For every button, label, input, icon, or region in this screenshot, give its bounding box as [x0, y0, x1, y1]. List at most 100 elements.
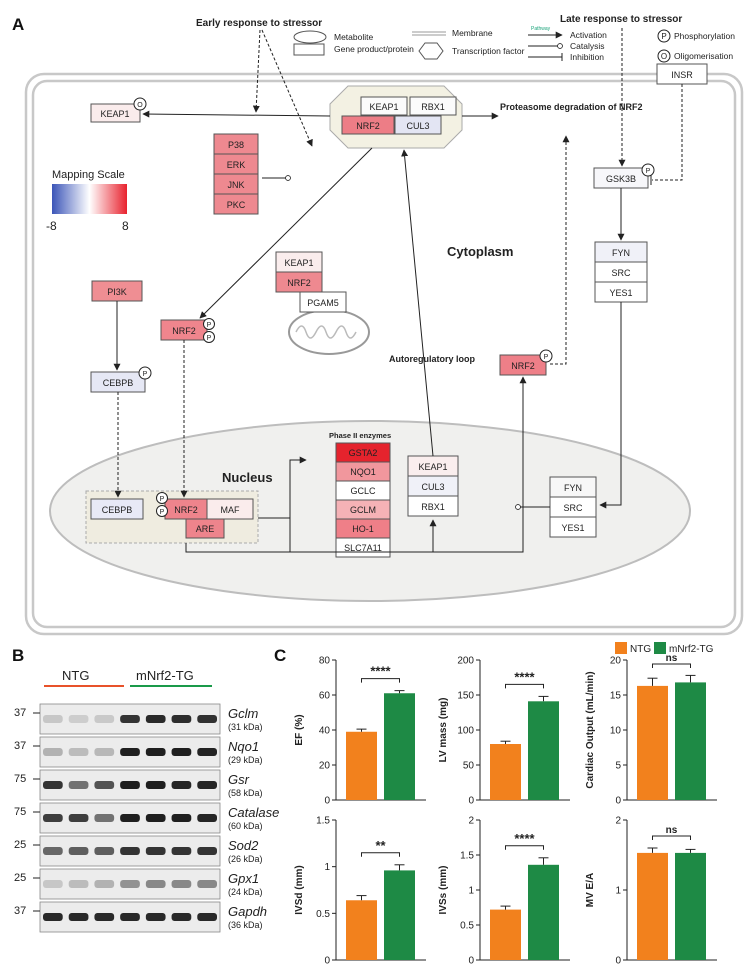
- nuc-cebpb-label: CEBPB: [102, 505, 133, 515]
- blot-band-gsr-3: [94, 781, 115, 789]
- chart-6-bar-mnrf2-tg: [675, 852, 706, 960]
- chart-4-bar-ntg: [346, 900, 377, 960]
- blot-band-gsr-6: [171, 781, 192, 789]
- blot-kda-gsr: (58 kDa): [228, 788, 263, 798]
- chart-3-significance: ns: [666, 653, 678, 664]
- blot-band-gclm-4: [120, 715, 140, 723]
- chart-2-tick-label-1: 50: [463, 761, 475, 772]
- mito-nrf2-box: [275, 271, 323, 293]
- blot-band-catalase-7: [197, 814, 217, 822]
- chart-3-tick-label-2: 10: [610, 726, 622, 737]
- keap1-left-label: KEAP1: [100, 109, 129, 119]
- blot-kda-sod2: (26 kDa): [228, 854, 263, 864]
- blot-band-sod2-6: [171, 847, 192, 855]
- group-tg-label: mNrf2-TG: [136, 668, 194, 683]
- nuc-yes1-label: YES1: [561, 523, 584, 533]
- keap1-complex: KEAP1 RBX1 NRF2 CUL3: [341, 96, 457, 135]
- chart-2-tick-label-0: 0: [468, 796, 474, 807]
- kinase-pkc-label: PKC: [227, 200, 246, 210]
- blot-gene-gapdh: Gapdh: [228, 904, 267, 919]
- chart-4-bar-mnrf2-tg: [384, 870, 415, 960]
- blot-band-gpx1-6: [171, 880, 192, 888]
- blot-marker-nqo1: 37: [14, 740, 26, 752]
- blot-band-catalase-2: [68, 814, 89, 822]
- phosphorylation-legend-symbol: P: [661, 32, 666, 41]
- chart-1-tick-label-0: 0: [324, 796, 330, 807]
- blot-gene-gclm: Gclm: [228, 706, 259, 721]
- western-blot: 37 Gclm(31 kDa) 37 Nqo1(29 kDa) 75 Gsr(58 kDa…: [14, 703, 279, 933]
- catalysis-legend-label: Catalysis: [570, 41, 604, 51]
- blot-band-sod2-4: [120, 847, 140, 855]
- pathway-legend-tag: Pathway: [531, 26, 551, 32]
- blot-gene-nqo1: Nqo1: [228, 739, 259, 754]
- mapping-scale-min: -8: [46, 219, 57, 233]
- complex-keap1-label: KEAP1: [369, 102, 398, 112]
- blot-band-gapdh-7: [197, 913, 217, 921]
- chart-2-significance-bracket: [505, 683, 544, 689]
- insr-label: INSR: [671, 70, 693, 80]
- kinase-pkc-box: [213, 193, 259, 215]
- blot-band-gapdh-3: [94, 913, 115, 921]
- chart-6-bar-ntg: [637, 852, 668, 960]
- blot-band-catalase-4: [120, 814, 140, 822]
- blot-band-gapdh-4: [120, 913, 140, 921]
- complex-cul3-label: CUL3: [406, 121, 429, 131]
- blot-band-gsr-7: [197, 781, 217, 789]
- gsk3b-label: GSK3B: [606, 174, 636, 184]
- nrf2-right-label: NRF2: [511, 361, 535, 371]
- blot-band-gsr-5: [145, 781, 166, 789]
- cebpb-phospho-symbol: P: [143, 371, 148, 378]
- legend-tg-swatch: [654, 642, 666, 654]
- blot-gene-gpx1: Gpx1: [228, 871, 259, 886]
- late-response-label: Late response to stressor: [560, 14, 682, 25]
- chart-3-bar-ntg: [637, 685, 668, 800]
- blot-band-nqo1-3: [94, 748, 115, 756]
- activation-legend-label: Activation: [570, 30, 607, 40]
- nuc-are-label: ARE: [196, 524, 215, 534]
- metabolite-legend-label: Metabolite: [334, 32, 373, 42]
- fyn-top-stack: FYN SRC YES1: [594, 241, 648, 303]
- chart-1-tick-label-2: 40: [319, 726, 331, 737]
- autoreg-loop-arrow: [401, 149, 434, 457]
- enzyme-gclc-label: GCLC: [350, 486, 376, 496]
- blot-band-gapdh-1: [43, 913, 63, 921]
- chart-1-tick-label-4: 80: [319, 656, 331, 667]
- early-arrow-1: [252, 29, 261, 113]
- nuc-maf-box: [206, 498, 254, 520]
- panel-b-label: B: [12, 646, 24, 665]
- fyn-top-src-label: SRC: [611, 268, 631, 278]
- blot-band-sod2-2: [68, 847, 89, 855]
- blot-marker-sod2: 25: [14, 839, 26, 851]
- blot-band-nqo1-4: [120, 748, 140, 756]
- mito-pgam5-box: [299, 291, 347, 313]
- nrf2-right-box: [499, 354, 547, 376]
- chart-5-bar-ntg: [490, 909, 521, 960]
- chart-1-bar-ntg: [346, 731, 377, 800]
- blot-band-gpx1-3: [94, 880, 115, 888]
- pi3k-label: PI3K: [107, 287, 127, 297]
- legend-tg-label: mNrf2-TG: [669, 644, 714, 655]
- panel-a-label: A: [12, 15, 24, 34]
- blot-band-nqo1-2: [68, 748, 89, 756]
- keap1-oligomer-icon: [133, 97, 147, 111]
- fyn-to-nuc: [599, 302, 622, 509]
- nuc-rbx1-label: RBX1: [421, 502, 445, 512]
- blot-marker-gsr: 75: [14, 773, 26, 785]
- chart-6-tick-label-2: 2: [615, 816, 621, 827]
- nuc-cul3-label: CUL3: [421, 482, 444, 492]
- blot-band-gclm-1: [43, 715, 63, 723]
- chart-4-tick-label-3: 1.5: [316, 816, 330, 827]
- blot-band-sod2-3: [94, 847, 115, 855]
- chart-4-significance: **: [375, 838, 386, 853]
- enzyme-gclm-label: GCLM: [350, 505, 376, 515]
- blot-band-gsr-2: [68, 781, 89, 789]
- nrf2-mid-phospho-icon-2: [203, 331, 215, 343]
- keap1-oligomer-symbol: O: [137, 102, 143, 109]
- nrf2-right-phospho-symbol: P: [544, 354, 549, 361]
- chart-1-significance-bracket: [361, 678, 400, 683]
- chart-2-tick-label-4: 200: [457, 656, 474, 667]
- complex-rbx1-label: RBX1: [421, 102, 445, 112]
- fyn-top-yes1-label: YES1: [609, 288, 632, 298]
- nuc-nrf2-phospho-symbol-1: P: [160, 496, 165, 503]
